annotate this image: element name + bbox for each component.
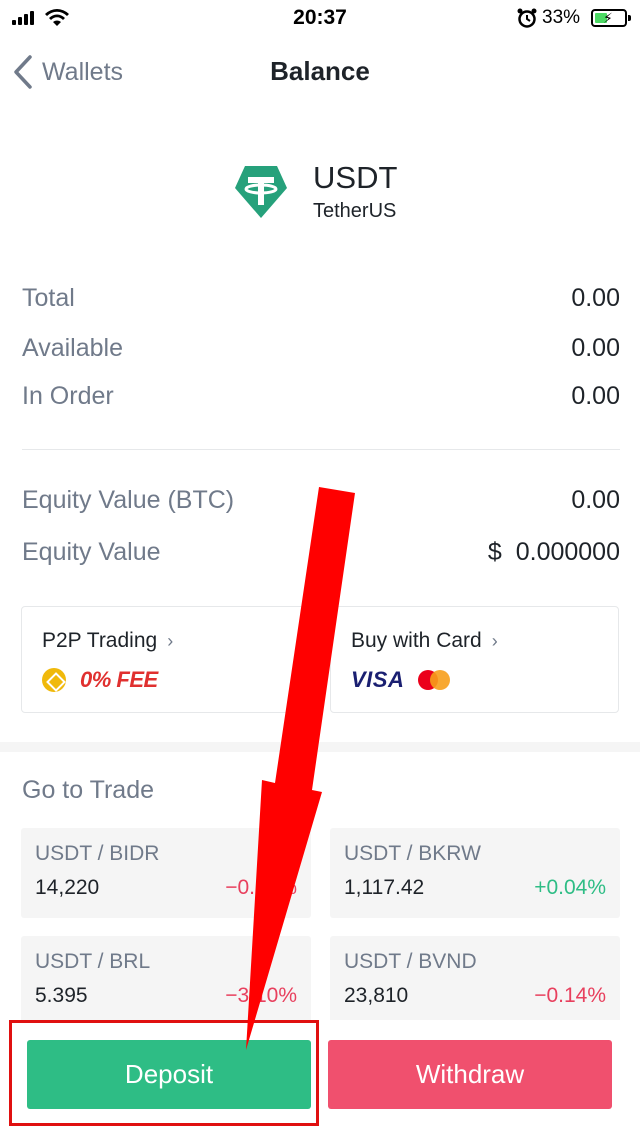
buy-with-card-card[interactable]: Buy with Card › VISA bbox=[330, 606, 619, 713]
equity-row-btc: Equity Value (BTC) 0.00 bbox=[22, 486, 620, 515]
p2p-trading-card[interactable]: P2P Trading › 0% FEE bbox=[21, 606, 310, 713]
cellular-signal-icon bbox=[12, 11, 38, 25]
pair-change: +0.04% bbox=[534, 876, 606, 899]
balance-value: 0.00 bbox=[571, 284, 620, 312]
go-to-trade-title: Go to Trade bbox=[22, 776, 155, 804]
nav-bar: Wallets Balance bbox=[0, 48, 640, 98]
deposit-button[interactable]: Deposit bbox=[27, 1040, 311, 1109]
back-button[interactable]: Wallets bbox=[12, 54, 123, 90]
pair-name: USDT / BKRW bbox=[344, 842, 481, 865]
visa-logo: VISA bbox=[351, 667, 405, 692]
trade-pair-card[interactable]: USDT / BKRW 1,117.42 +0.04% bbox=[330, 828, 620, 918]
balance-row-in-order: In Order 0.00 bbox=[22, 382, 620, 411]
pair-change: −0.91% bbox=[225, 876, 297, 899]
pair-price: 23,810 bbox=[344, 984, 409, 1007]
back-label: Wallets bbox=[42, 57, 124, 86]
annotation-highlight-box bbox=[9, 1020, 319, 1126]
trade-pair-card[interactable]: USDT / BRL 5.395 −3.10% bbox=[21, 936, 311, 1026]
withdraw-button[interactable]: Withdraw bbox=[328, 1040, 612, 1109]
equity-row-usd: Equity Value $ 0.000000 bbox=[22, 538, 620, 567]
bnb-coin-icon bbox=[42, 668, 66, 692]
page-title: Balance bbox=[270, 56, 370, 86]
equity-label: Equity Value (BTC) bbox=[22, 486, 235, 514]
pair-name: USDT / BIDR bbox=[35, 842, 160, 865]
battery-icon: ⚡ bbox=[591, 9, 631, 27]
trade-pair-card[interactable]: USDT / BVND 23,810 −0.14% bbox=[330, 936, 620, 1026]
section-separator bbox=[0, 742, 640, 752]
battery-percent: 33% bbox=[542, 7, 581, 28]
tether-logo-icon bbox=[235, 165, 287, 218]
equity-label: Equity Value bbox=[22, 538, 161, 566]
status-time: 20:37 bbox=[293, 6, 347, 29]
equity-value: 0.00 bbox=[571, 486, 620, 514]
wifi-icon bbox=[45, 9, 69, 26]
pair-change: −0.14% bbox=[534, 984, 606, 1007]
pair-name: USDT / BRL bbox=[35, 950, 151, 973]
status-bar: 20:37 33% ⚡ bbox=[0, 0, 640, 40]
p2p-trading-title: P2P Trading bbox=[42, 629, 158, 652]
buy-with-card-title: Buy with Card bbox=[351, 629, 482, 652]
coin-name: TetherUS bbox=[313, 200, 397, 222]
zero-fee-badge: 0% FEE bbox=[80, 667, 158, 692]
divider bbox=[22, 449, 620, 450]
pair-change: −3.10% bbox=[225, 984, 297, 1007]
pair-price: 1,117.42 bbox=[344, 876, 425, 899]
equity-value: $ 0.000000 bbox=[487, 538, 620, 566]
trade-pair-card[interactable]: USDT / BIDR 14,220 −0.91% bbox=[21, 828, 311, 918]
balance-value: 0.00 bbox=[571, 382, 620, 410]
pair-name: USDT / BVND bbox=[344, 950, 477, 973]
mastercard-logo-icon bbox=[418, 670, 452, 690]
chevron-right-icon: › bbox=[167, 630, 174, 651]
chevron-left-icon bbox=[14, 55, 32, 89]
coin-symbol: USDT bbox=[313, 160, 398, 195]
chevron-right-icon: › bbox=[491, 630, 498, 651]
balance-value: 0.00 bbox=[571, 334, 620, 362]
balance-label: Available bbox=[22, 334, 124, 362]
coin-header: USDT TetherUS bbox=[233, 160, 397, 223]
alarm-clock-icon bbox=[517, 8, 537, 28]
pair-price: 14,220 bbox=[35, 876, 100, 899]
balance-label: In Order bbox=[22, 382, 114, 410]
balance-row-total: Total 0.00 bbox=[22, 284, 620, 313]
balance-row-available: Available 0.00 bbox=[22, 334, 620, 363]
balance-label: Total bbox=[22, 284, 75, 312]
pair-price: 5.395 bbox=[35, 984, 88, 1007]
